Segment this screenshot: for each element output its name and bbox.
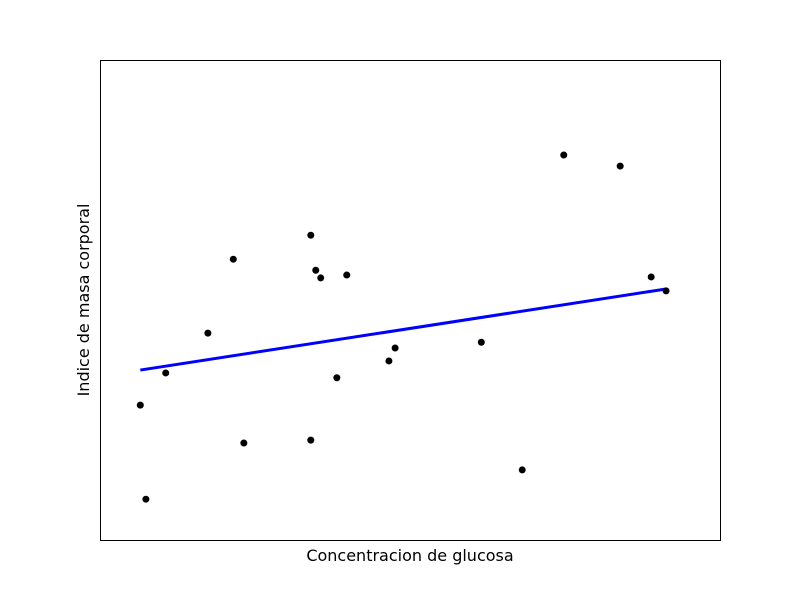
data-point <box>616 162 624 170</box>
data-point <box>391 344 399 352</box>
data-point <box>477 338 485 346</box>
data-point <box>385 357 393 365</box>
data-point <box>317 274 325 282</box>
data-point <box>518 466 526 474</box>
regression-line <box>140 287 667 372</box>
data-point <box>333 374 341 382</box>
data-point <box>647 273 655 281</box>
data-point <box>560 151 568 159</box>
plot-frame <box>100 60 721 541</box>
data-point <box>162 369 170 377</box>
data-point <box>343 271 351 279</box>
data-point <box>662 287 670 295</box>
data-point <box>307 231 315 239</box>
points-layer <box>136 151 670 503</box>
data-point <box>142 495 150 503</box>
data-point <box>307 436 315 444</box>
data-point <box>136 401 144 409</box>
x-axis-label: Concentracion de glucosa <box>306 546 513 565</box>
data-point <box>312 266 320 274</box>
data-point <box>229 255 237 263</box>
data-point <box>240 439 248 447</box>
data-point <box>204 329 212 337</box>
y-axis-label: Indice de masa corporal <box>74 204 93 397</box>
fit-line-layer <box>140 287 667 372</box>
